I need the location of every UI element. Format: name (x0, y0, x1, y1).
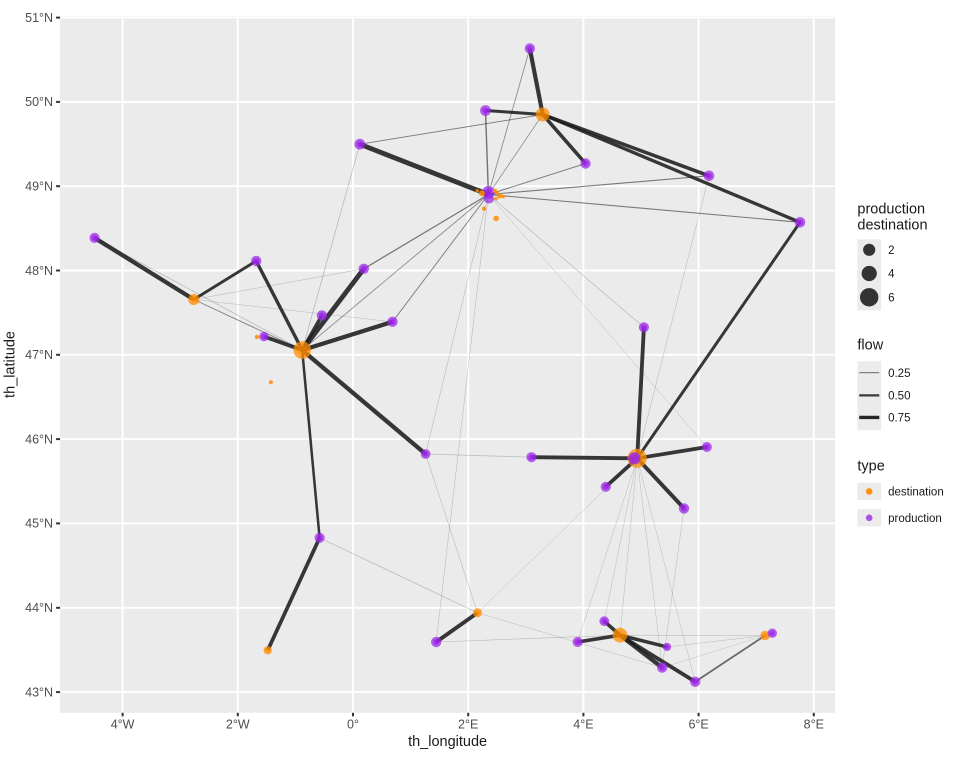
svg-text:th_longitude: th_longitude (408, 734, 487, 750)
svg-text:production: production (857, 202, 925, 218)
svg-text:48°N: 48°N (25, 264, 53, 278)
svg-text:2: 2 (888, 245, 894, 257)
svg-text:46°N: 46°N (25, 432, 53, 446)
svg-text:0.50: 0.50 (888, 391, 910, 403)
svg-text:49°N: 49°N (25, 180, 53, 194)
svg-text:43°N: 43°N (25, 685, 53, 699)
svg-text:destination: destination (888, 487, 944, 499)
svg-text:0.25: 0.25 (888, 368, 910, 380)
svg-text:50°N: 50°N (25, 95, 53, 109)
svg-text:4: 4 (888, 269, 895, 281)
svg-text:th_latitude: th_latitude (3, 331, 19, 398)
svg-text:8°E: 8°E (804, 718, 824, 732)
svg-text:type: type (857, 459, 884, 475)
svg-text:44°N: 44°N (25, 601, 53, 615)
svg-text:0.75: 0.75 (888, 413, 910, 425)
svg-text:2°W: 2°W (226, 718, 250, 732)
svg-text:flow: flow (857, 338, 883, 354)
svg-text:4°W: 4°W (111, 718, 135, 732)
svg-text:4°E: 4°E (573, 718, 593, 732)
svg-text:destination: destination (857, 218, 927, 234)
svg-text:6°E: 6°E (688, 718, 708, 732)
svg-text:0°: 0° (347, 718, 359, 732)
svg-text:production: production (888, 513, 942, 525)
svg-text:47°N: 47°N (25, 348, 53, 362)
svg-text:2°E: 2°E (458, 718, 478, 732)
svg-text:51°N: 51°N (25, 11, 53, 25)
svg-text:45°N: 45°N (25, 517, 53, 531)
svg-text:6: 6 (888, 293, 894, 305)
